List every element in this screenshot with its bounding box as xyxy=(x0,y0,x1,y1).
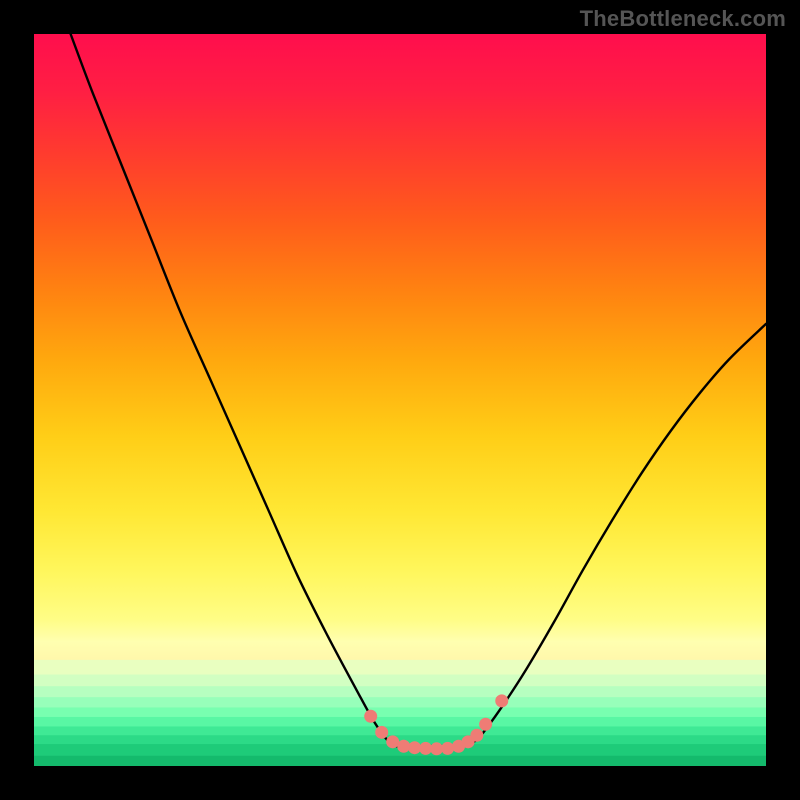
curve-marker xyxy=(480,718,492,730)
gradient-background xyxy=(34,34,766,766)
curve-marker xyxy=(420,742,432,754)
band xyxy=(34,717,766,727)
curve-marker xyxy=(376,726,388,738)
curve-marker xyxy=(471,729,483,741)
watermark-text: TheBottleneck.com xyxy=(580,6,786,32)
bottleneck-curve-chart xyxy=(34,34,766,766)
curve-marker xyxy=(387,736,399,748)
band xyxy=(34,660,766,675)
band xyxy=(34,675,766,687)
curve-marker xyxy=(365,710,377,722)
curve-marker xyxy=(496,695,508,707)
curve-marker xyxy=(431,743,443,755)
band xyxy=(34,707,766,717)
curve-marker xyxy=(398,740,410,752)
curve-marker xyxy=(442,742,454,754)
chart-plot-area xyxy=(34,34,766,766)
band xyxy=(34,726,766,735)
band xyxy=(34,686,766,698)
curve-marker xyxy=(409,742,421,754)
band xyxy=(34,756,766,766)
band xyxy=(34,697,766,708)
